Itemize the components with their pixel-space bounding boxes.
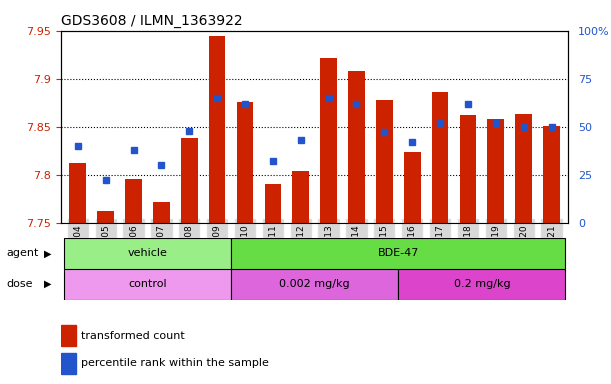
Bar [125,179,142,223]
Bar [236,102,254,223]
Bar [61,325,76,346]
Bar [488,119,504,223]
Bar [61,353,76,374]
Text: GDS3608 / ILMN_1363922: GDS3608 / ILMN_1363922 [61,14,243,28]
FancyBboxPatch shape [64,269,231,300]
Bar [70,163,86,223]
Text: agent: agent [6,248,38,258]
Text: transformed count: transformed count [81,331,185,341]
Text: BDE-47: BDE-47 [378,248,419,258]
FancyBboxPatch shape [398,269,565,300]
Text: 0.002 mg/kg: 0.002 mg/kg [279,279,350,289]
Bar [265,184,281,223]
Bar [97,211,114,223]
Bar [348,71,365,223]
Text: ▶: ▶ [44,279,51,289]
Bar [153,202,170,223]
Bar [209,36,225,223]
Text: control: control [128,279,167,289]
Bar [404,152,420,223]
Text: 0.2 mg/kg: 0.2 mg/kg [453,279,510,289]
Bar [459,115,477,223]
Text: vehicle: vehicle [128,248,167,258]
Bar [320,58,337,223]
Bar [181,138,197,223]
FancyBboxPatch shape [231,238,565,269]
Bar [432,92,448,223]
Bar [293,171,309,223]
Text: ▶: ▶ [44,248,51,258]
Text: percentile rank within the sample: percentile rank within the sample [81,358,269,368]
FancyBboxPatch shape [64,238,231,269]
FancyBboxPatch shape [231,269,398,300]
Text: dose: dose [6,279,32,289]
Bar [376,100,393,223]
Bar [515,114,532,223]
Bar [543,126,560,223]
